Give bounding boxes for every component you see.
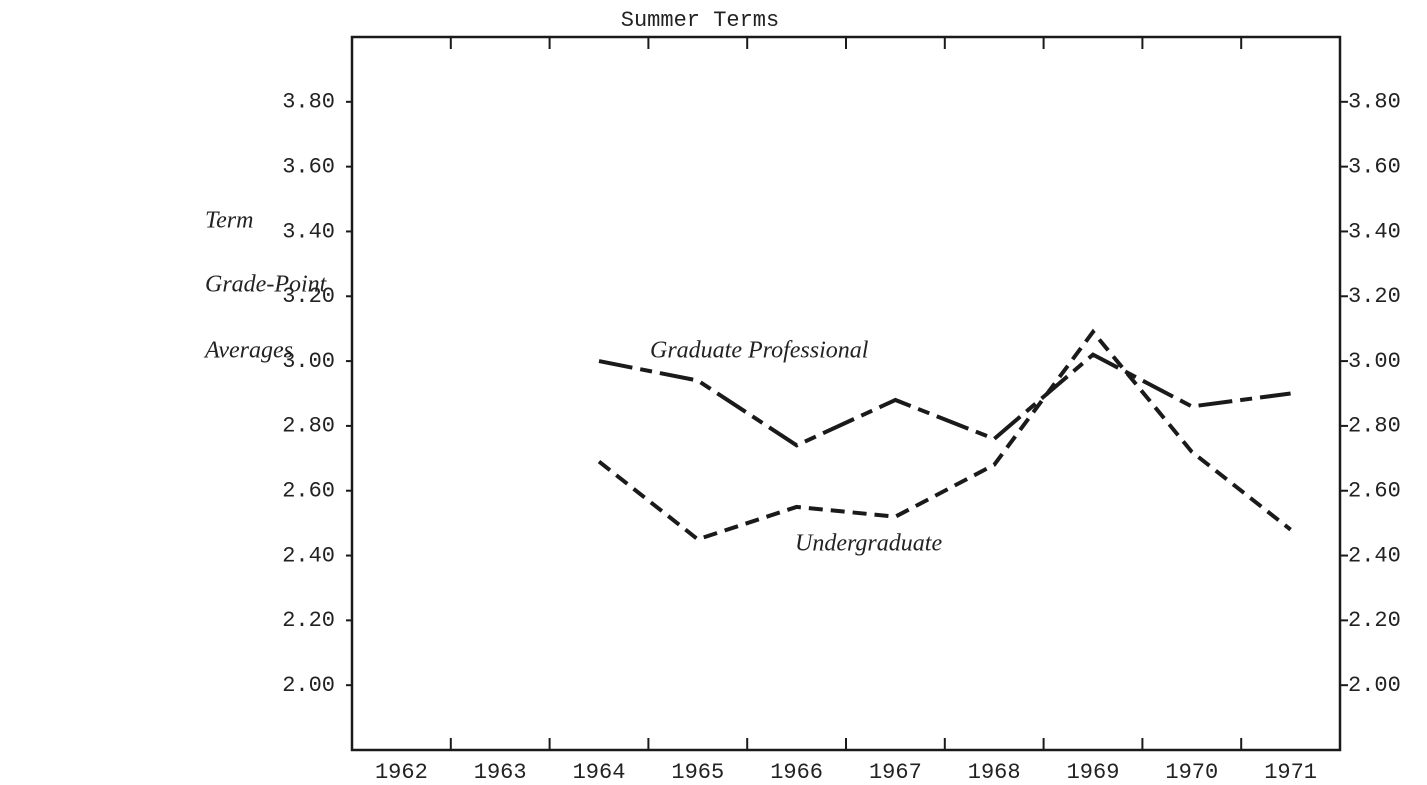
x-tick-label: 1965 [671,760,724,785]
y2-tick-label: 2.60 [1348,479,1401,504]
data-line [597,328,1292,542]
y2-tick-label: 3.80 [1348,90,1401,115]
y-axis-label: Grade-Point [205,272,328,298]
x-tick-label: 1970 [1165,760,1218,785]
y-tick-label: 2.20 [282,608,335,633]
data-line [598,352,1291,448]
series-label: Undergraduate [795,531,942,557]
y2-tick-label: 2.00 [1348,673,1401,698]
y-tick-label: 3.60 [282,154,335,179]
x-tick-label: 1968 [968,760,1021,785]
x-tick-label: 1969 [1067,760,1120,785]
chart-title: Summer Terms [621,8,779,33]
y2-tick-label: 3.00 [1348,349,1401,374]
y2-tick-label: 3.40 [1348,219,1401,244]
y2-tick-label: 2.80 [1348,414,1401,439]
plot-frame [350,35,1342,752]
y-tick-label: 3.00 [282,349,335,374]
x-tick-label: 1967 [869,760,922,785]
x-tick-label: 1966 [770,760,823,785]
y-axis-label: Averages [203,338,293,364]
x-tick-label: 1962 [375,760,428,785]
y-tick-label: 3.80 [282,90,335,115]
y-tick-label: 2.80 [282,414,335,439]
y-tick-label: 3.20 [282,284,335,309]
y2-tick-label: 3.60 [1348,154,1401,179]
x-tick-label: 1963 [474,760,527,785]
y-tick-label: 3.40 [282,219,335,244]
y2-tick-label: 3.20 [1348,284,1401,309]
y-tick-label: 2.60 [282,479,335,504]
y2-tick-label: 2.40 [1348,543,1401,568]
x-tick-label: 1971 [1264,760,1317,785]
y2-tick-label: 2.20 [1348,608,1401,633]
series-label: Graduate Professional [650,338,869,364]
y-tick-label: 2.40 [282,543,335,568]
y-axis-label: Term [205,208,253,234]
y-tick-label: 2.00 [282,673,335,698]
x-tick-label: 1964 [573,760,626,785]
